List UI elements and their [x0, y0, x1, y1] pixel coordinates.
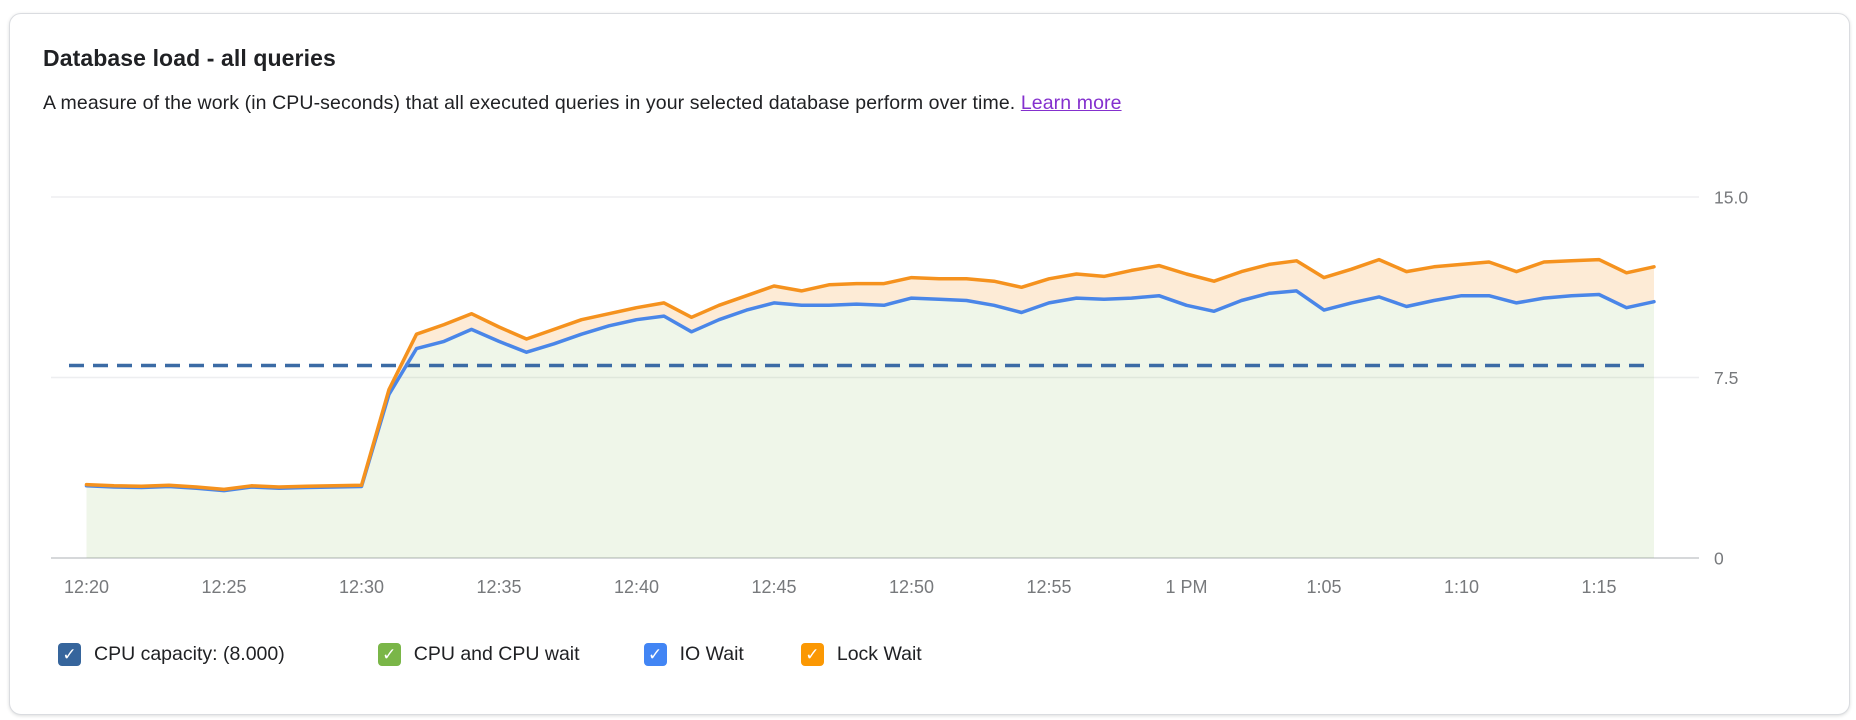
database-load-card: Database load - all queries A measure of…	[9, 13, 1850, 715]
x-tick-label: 12:20	[64, 577, 109, 597]
x-tick-label: 12:45	[751, 577, 796, 597]
x-tick-label: 1:15	[1581, 577, 1616, 597]
chart-area[interactable]: 15.0 7.5 0 12:20 12:25 12:30 12:35 12:40 12:45 12…	[41, 149, 1831, 619]
subtitle-text: A measure of the work (in CPU-seconds) t…	[43, 92, 1016, 114]
cpu-green-area	[86, 290, 1654, 558]
legend-item-label: CPU capacity: (8.000)	[94, 643, 285, 665]
x-tick-label: 12:40	[614, 577, 659, 597]
x-tick-label: 12:25	[201, 577, 246, 597]
y-tick-label: 15.0	[1714, 188, 1748, 208]
legend-item-io-wait[interactable]: ✓ IO Wait	[643, 643, 744, 666]
checkbox-checked-icon[interactable]: ✓	[58, 643, 81, 666]
y-grid-and-ticks: 15.0 7.5 0	[51, 188, 1748, 569]
y-tick-label: 7.5	[1714, 368, 1738, 388]
x-tick-label: 12:55	[1026, 577, 1071, 597]
checkbox-checked-icon[interactable]: ✓	[800, 643, 824, 666]
legend-item-cpu-and-cpu-wait[interactable]: ✓ CPU and CPU wait	[377, 643, 580, 666]
x-tick-labels: 12:20 12:25 12:30 12:35 12:40 12:45 12:50 12:55…	[64, 577, 1617, 597]
x-tick-label: 1:10	[1444, 577, 1479, 597]
legend-item-cpu-capacity[interactable]: ✓ CPU capacity: (8.000)	[58, 643, 285, 666]
checkbox-checked-icon[interactable]: ✓	[643, 643, 667, 666]
x-tick-label: 12:35	[476, 577, 521, 597]
legend-item-label: CPU and CPU wait	[413, 643, 580, 665]
legend-item-lock-wait[interactable]: ✓ Lock Wait	[800, 643, 922, 666]
legend-item-label: IO Wait	[679, 643, 744, 665]
checkbox-checked-icon[interactable]: ✓	[377, 643, 401, 666]
x-tick-label: 12:50	[889, 577, 934, 597]
lock-wait-line	[84, 257, 1656, 492]
page-subtitle: A measure of the work (in CPU-seconds) t…	[43, 92, 1122, 115]
x-tick-label: 1 PM	[1165, 577, 1207, 597]
y-tick-label: 0	[1714, 549, 1724, 569]
chart-legend: ✓ CPU capacity: (8.000) ✓ CPU and CPU wa…	[58, 643, 922, 666]
x-tick-label: 12:30	[339, 577, 384, 597]
x-tick-label: 1:05	[1306, 577, 1341, 597]
page-title: Database load - all queries	[43, 45, 336, 71]
legend-item-label: Lock Wait	[836, 643, 922, 665]
learn-more-link[interactable]: Learn more	[1020, 92, 1122, 114]
